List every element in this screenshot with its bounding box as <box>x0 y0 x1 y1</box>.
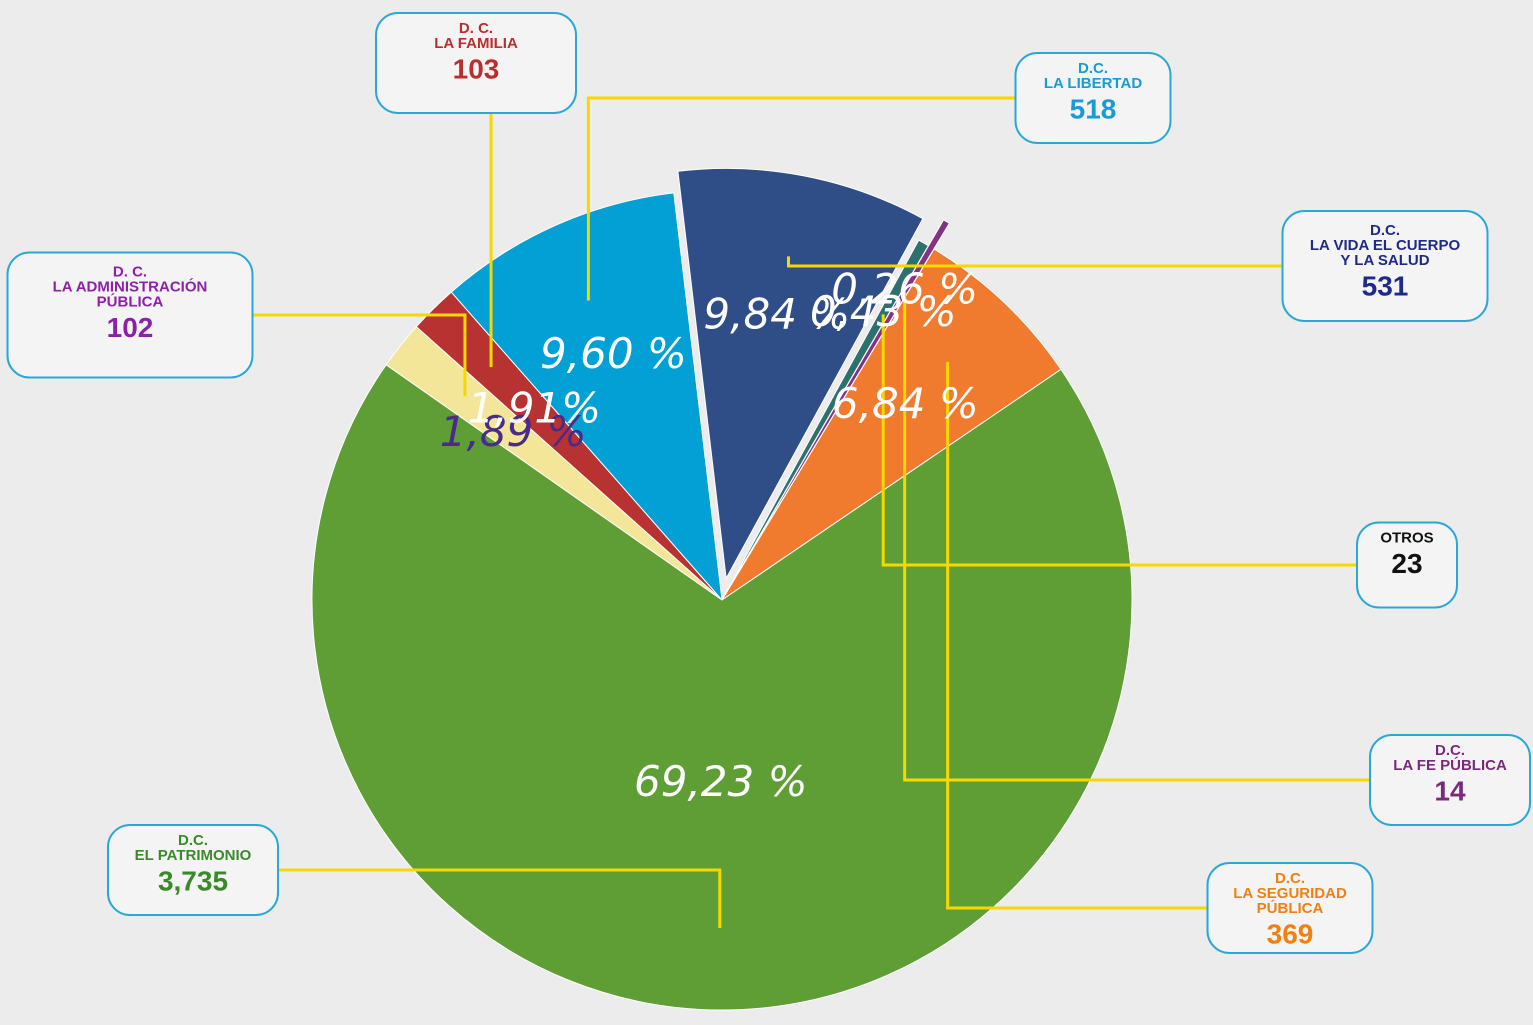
percent-label: 0,26 % <box>831 265 978 314</box>
percent-label: 69,23 % <box>634 757 808 806</box>
pie-slice <box>677 167 924 581</box>
category-label: D. C. <box>459 20 493 37</box>
category-label: D.C. <box>1435 742 1465 759</box>
count-label: 518 <box>1070 93 1117 124</box>
category-label: LA FE PÚBLICA <box>1393 756 1507 774</box>
leader-line <box>903 292 1370 782</box>
leader-line <box>586 96 1016 301</box>
category-label: D.C. <box>178 832 208 849</box>
category-label: LA SEGURIDAD <box>1233 885 1347 902</box>
category-label: EL PATRIMONIO <box>135 847 252 864</box>
category-label: OTROS <box>1380 529 1433 546</box>
leader-line <box>881 314 1357 567</box>
callout-box <box>1014 52 1172 144</box>
category-label: PÚBLICA <box>97 292 164 310</box>
category-label: PÚBLICA <box>1257 899 1324 917</box>
count-label: 3,735 <box>158 865 228 896</box>
category-label: LA FAMILIA <box>434 35 518 52</box>
category-label: LA LIBERTAD <box>1044 75 1142 92</box>
pie-slice <box>450 192 723 602</box>
percent-label: 6,84 % <box>832 379 979 428</box>
category-label: LA VIDA EL CUERPO <box>1310 237 1461 254</box>
category-label: D.C. <box>1275 870 1305 887</box>
leader-line <box>946 361 1208 910</box>
percent-label: 0,43 % <box>810 287 957 336</box>
category-label: Y LA SALUD <box>1340 252 1429 269</box>
leader-line <box>278 868 722 928</box>
count-label: 103 <box>453 53 500 84</box>
callout-box <box>1356 521 1458 609</box>
count-label: 14 <box>1434 775 1466 806</box>
callout-box <box>1281 210 1489 322</box>
count-label: 369 <box>1267 918 1314 949</box>
pie-slice <box>736 219 951 575</box>
count-label: 531 <box>1362 270 1409 301</box>
category-label: D. C. <box>113 263 147 280</box>
callout-box <box>6 251 254 379</box>
callout-box <box>1369 734 1531 826</box>
percent-label: 1,91% <box>468 383 601 432</box>
percent-label: 9,84 % <box>703 289 850 338</box>
leader-line <box>252 313 467 397</box>
percent-label: 1,89 % <box>440 407 587 456</box>
category-label: D.C. <box>1370 222 1400 239</box>
callout-box <box>1206 862 1374 954</box>
count-label: 102 <box>107 312 154 343</box>
callout-box <box>107 824 279 916</box>
category-label: LA ADMINISTRACIÓN <box>53 277 208 295</box>
pie-slice <box>721 248 1062 601</box>
leader-line <box>786 256 1283 268</box>
pie-slice <box>311 364 1133 1011</box>
category-label: D.C. <box>1078 60 1108 77</box>
count-label: 23 <box>1391 548 1422 579</box>
callout-box <box>375 12 577 114</box>
percent-label: 9,60 % <box>540 329 687 378</box>
